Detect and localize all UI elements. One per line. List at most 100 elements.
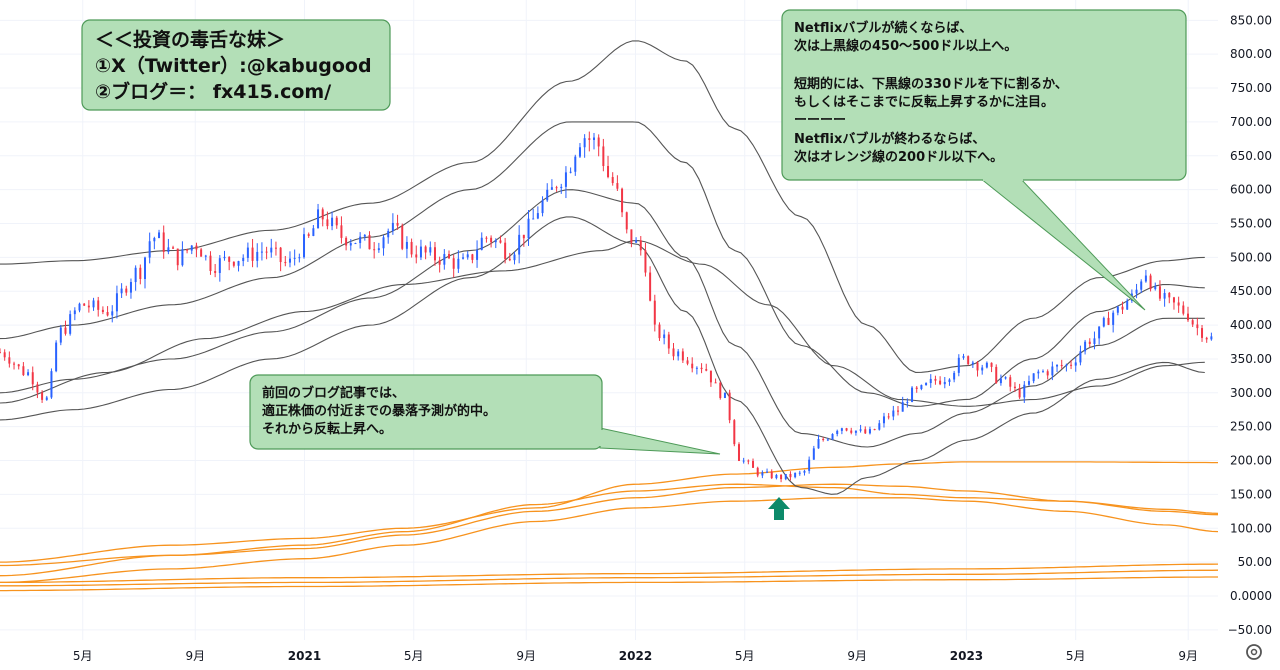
candle-body <box>55 342 58 372</box>
candle-body <box>756 467 759 476</box>
callout-top-right: Netflixバブルが続くならば、 次は上黒線の450〜500ドル以上へ。 短期… <box>781 9 1187 311</box>
candle-body <box>508 258 511 261</box>
candle-body <box>578 147 581 157</box>
candle-body <box>985 362 988 368</box>
candle-body <box>186 249 189 251</box>
orange-line <box>0 461 1218 563</box>
candle-body <box>635 240 638 243</box>
candle-body <box>97 300 100 310</box>
candle-body <box>359 236 362 244</box>
black-band-line <box>0 121 1205 407</box>
orange-line <box>0 483 1219 567</box>
candle-body <box>387 230 390 238</box>
candle-body <box>967 356 970 365</box>
orange-line <box>0 497 1219 584</box>
y-axis[interactable]: −50.00 0.0000 50.00 100.00 150.00 200.00 250.0… <box>1228 13 1272 637</box>
candle-body <box>1135 289 1138 294</box>
title-line-2: ①X（Twitter）:@kabugood <box>95 54 372 77</box>
candle-body <box>948 379 951 382</box>
candle-body <box>218 258 221 273</box>
callout1-line-8: 次はオレンジ線の200ドル以下へ。 <box>794 149 1003 165</box>
candle-body <box>167 247 170 252</box>
x-tick-label: 9月 <box>847 649 867 663</box>
candle-body <box>265 251 268 253</box>
candle-body <box>494 240 497 243</box>
candle-body <box>457 258 460 269</box>
title-note: ＜＜投資の毒舌な妹＞ ①X（Twitter）:@kabugood ②ブログ＝： … <box>81 19 391 111</box>
candle-body <box>232 261 235 266</box>
candle-body <box>962 356 965 358</box>
candle-body <box>209 255 212 272</box>
candle-body <box>349 243 352 246</box>
candle-body <box>761 472 764 476</box>
candle-body <box>438 260 441 265</box>
candle-body <box>181 249 184 266</box>
candle-body <box>831 434 834 440</box>
candle-body <box>499 240 502 243</box>
candle-body <box>125 288 128 293</box>
candle-body <box>120 288 123 294</box>
candle-body <box>1051 366 1054 376</box>
candle-body <box>649 272 652 301</box>
candle-body <box>1013 386 1016 389</box>
y-tick-label: 300.00 <box>1230 386 1272 400</box>
candle-body <box>1163 292 1166 299</box>
x-axis[interactable]: 5月 9月 2021 5月 9月 2022 5月 9月 2023 5月 9月 <box>73 649 1198 663</box>
title-line-1: ＜＜投資の毒舌な妹＞ <box>95 28 285 51</box>
candle-body <box>700 367 703 370</box>
candle-body <box>429 247 432 253</box>
candle-body <box>139 267 142 279</box>
candle-body <box>836 430 839 435</box>
candle-body <box>0 352 1 354</box>
candle-body <box>368 235 371 250</box>
gear-icon[interactable] <box>1246 644 1262 660</box>
candle-body <box>87 305 90 308</box>
candle-body <box>424 246 427 253</box>
candle-body <box>134 267 137 283</box>
candle-body <box>270 247 273 253</box>
candle-body <box>1140 281 1143 290</box>
callout1-line-4: 短期的には、下黒線の330ドルを下に割るか、 <box>794 76 1068 92</box>
callout1-line-5: もしくはそこまでに反転上昇するかに注目。 <box>794 94 1054 110</box>
candle-body <box>83 303 86 306</box>
candle-body <box>840 428 843 431</box>
callout1-line-6: ーーーー <box>794 113 846 128</box>
candle-body <box>798 472 801 474</box>
candle-body <box>733 420 736 445</box>
candle-body <box>784 473 787 480</box>
candle-body <box>78 303 81 311</box>
candle-body <box>396 222 399 226</box>
candle-body <box>321 209 324 220</box>
candle-body <box>462 257 465 259</box>
candle-body <box>3 352 6 358</box>
candle-body <box>190 245 193 251</box>
candle-body <box>214 271 217 273</box>
candle-body <box>920 385 923 389</box>
candle-body <box>518 234 521 255</box>
candle-body <box>681 351 684 361</box>
candle-body <box>1154 286 1157 290</box>
candle-body <box>36 384 39 393</box>
y-tick-label: 350.00 <box>1230 352 1272 366</box>
candle-body <box>1074 362 1077 366</box>
callout2-line-1: 前回のブログ記事では、 <box>262 385 405 401</box>
candle-body <box>143 257 146 279</box>
black-band-line <box>0 216 1205 495</box>
candle-body <box>714 382 717 384</box>
candle-body <box>176 248 179 266</box>
candle-body <box>1205 337 1208 340</box>
candle-body <box>106 312 109 316</box>
candle-body <box>803 470 806 473</box>
candle-body <box>695 367 698 369</box>
x-tick-label: 5月 <box>73 649 93 663</box>
candle-body <box>677 351 680 357</box>
candle-body <box>195 245 198 250</box>
candle-body <box>363 235 366 237</box>
candle-body <box>1210 336 1213 340</box>
candle-body <box>546 189 549 201</box>
candle-body <box>911 387 914 402</box>
candle-body <box>27 372 30 376</box>
candle-body <box>490 237 493 243</box>
